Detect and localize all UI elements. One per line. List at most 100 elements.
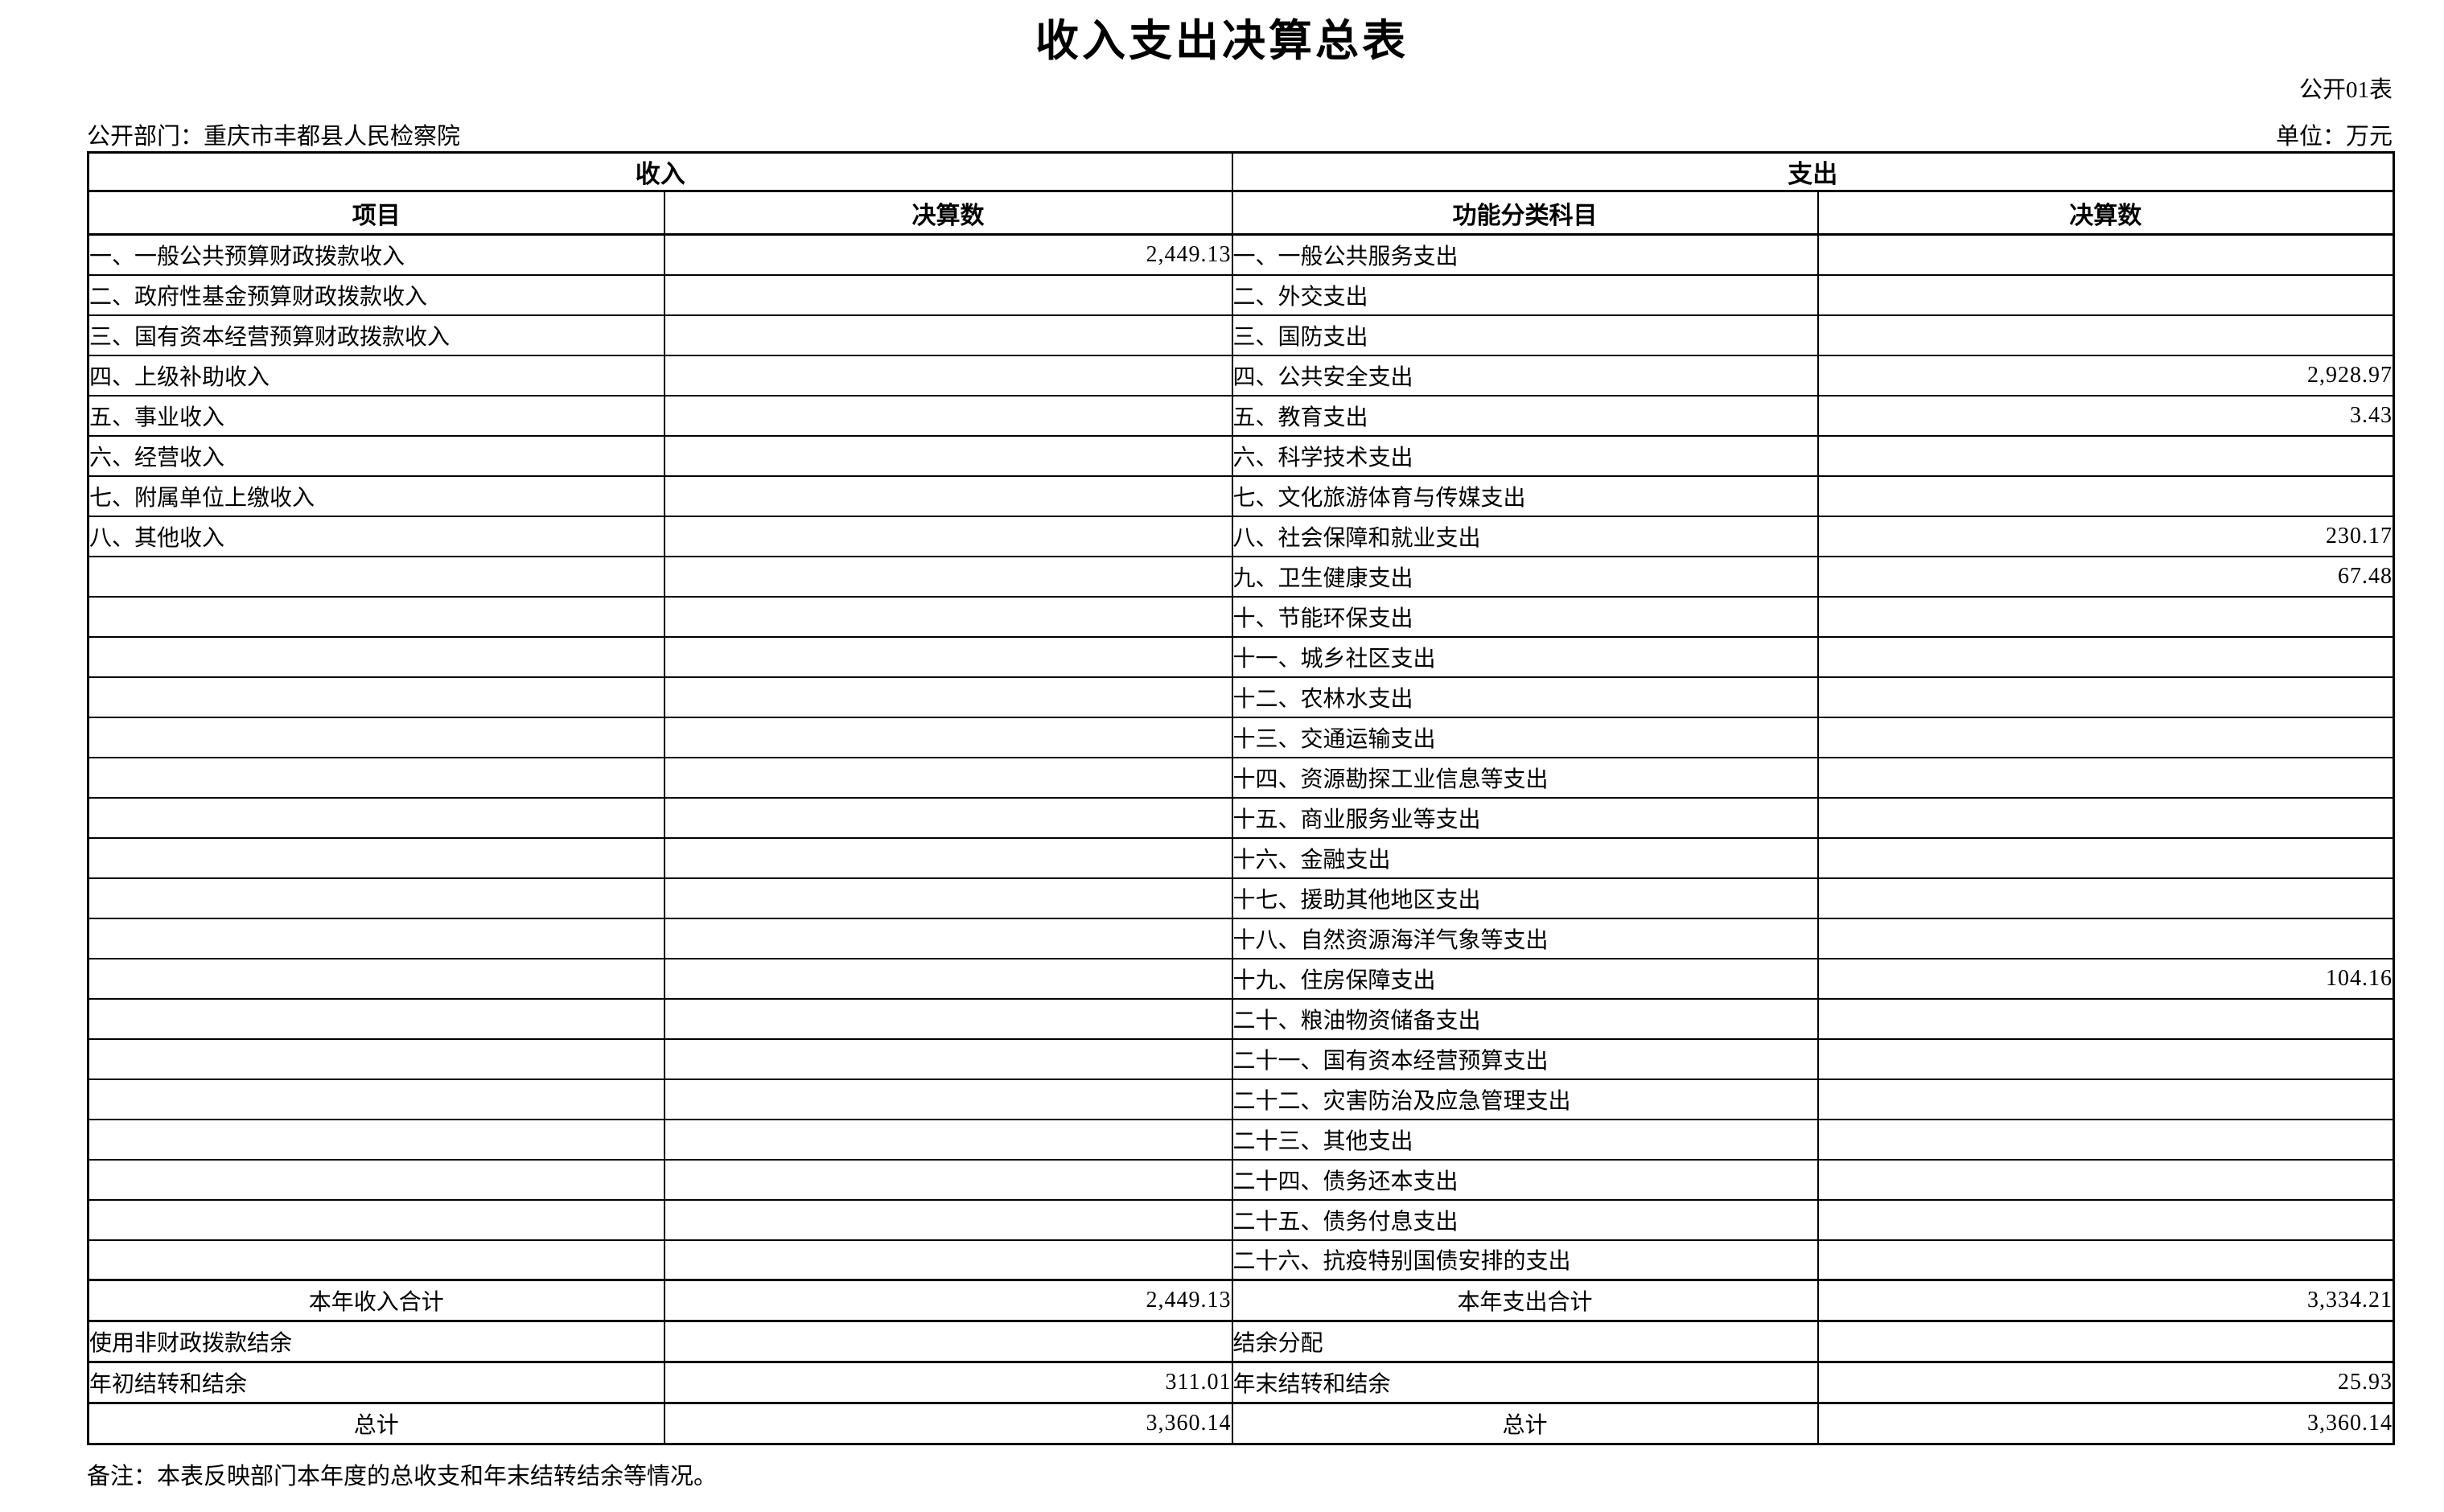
expense-item-cell: 二十一、国有资本经营预算支出 xyxy=(1231,1037,1819,1080)
section-header-row: 收入 支出 xyxy=(87,151,2395,192)
table-row: 九、卫生健康支出 67.48 xyxy=(87,555,2395,598)
expense-amount-cell: 3.43 xyxy=(1817,394,2395,437)
income-summary-label-cell: 本年收入合计 xyxy=(87,1279,665,1322)
income-amount-cell: 2,449.13 xyxy=(663,233,1233,276)
table-body: 一、一般公共预算财政拨款收入 2,449.13 一、一般公共服务支出 二、政府性基金预… xyxy=(87,233,2395,1445)
department-label: 公开部门：重庆市丰都县人民检察院 xyxy=(87,124,461,150)
expense-item-cell: 十二、农林水支出 xyxy=(1231,676,1819,718)
expense-amount-cell xyxy=(1817,1118,2395,1161)
income-item-cell xyxy=(87,595,665,638)
income-amount-cell xyxy=(663,1198,1233,1241)
expense-summary-amount-cell: 3,334.21 xyxy=(1817,1279,2395,1322)
income-summary-label-cell: 年初结转和结余 xyxy=(87,1361,665,1404)
income-summary-label-cell: 使用非财政拨款结余 xyxy=(87,1320,665,1363)
summary-row: 使用非财政拨款结余 结余分配 xyxy=(87,1320,2395,1363)
expense-item-cell: 三、国防支出 xyxy=(1231,314,1819,356)
income-item-cell: 八、其他收入 xyxy=(87,515,665,557)
expense-amount-cell xyxy=(1817,434,2395,477)
expense-amount-cell xyxy=(1817,595,2395,638)
income-amount-cell xyxy=(663,434,1233,477)
income-item-column-header: 项目 xyxy=(87,190,665,236)
expense-amount-cell xyxy=(1817,676,2395,718)
expense-amount-cell: 104.16 xyxy=(1817,957,2395,1000)
income-item-cell xyxy=(87,1078,665,1120)
income-item-cell: 五、事业收入 xyxy=(87,394,665,437)
table-row: 二十二、灾害防治及应急管理支出 xyxy=(87,1078,2395,1120)
income-item-cell: 一、一般公共预算财政拨款收入 xyxy=(87,233,665,276)
expense-amount-cell xyxy=(1817,1037,2395,1080)
table-row: 十一、城乡社区支出 xyxy=(87,635,2395,678)
expense-amount-cell xyxy=(1817,233,2395,276)
expense-amount-cell xyxy=(1817,475,2395,517)
expense-item-cell: 一、一般公共服务支出 xyxy=(1231,233,1819,276)
income-amount-cell xyxy=(663,314,1233,356)
expense-amount-cell xyxy=(1817,635,2395,678)
income-amount-cell xyxy=(663,1239,1233,1281)
income-amount-cell xyxy=(663,273,1233,316)
income-amount-cell xyxy=(663,796,1233,839)
income-section-header: 收入 xyxy=(87,151,1233,192)
table-row: 二十六、抗疫特别国债安排的支出 xyxy=(87,1239,2395,1281)
expense-amount-cell xyxy=(1817,796,2395,839)
income-item-cell xyxy=(87,635,665,678)
income-item-cell xyxy=(87,917,665,959)
table-row: 十八、自然资源海洋气象等支出 xyxy=(87,917,2395,959)
income-item-cell xyxy=(87,676,665,718)
expense-item-cell: 十九、住房保障支出 xyxy=(1231,957,1819,1000)
expense-amount-column-header: 决算数 xyxy=(1817,190,2395,236)
table-code-label: 公开01表 xyxy=(2298,77,2393,103)
column-header-row: 项目 决算数 功能分类科目 决算数 xyxy=(87,190,2395,236)
summary-row: 总计 3,360.14 总计 3,360.14 xyxy=(87,1402,2395,1445)
expense-item-cell: 二、外交支出 xyxy=(1231,273,1819,316)
expense-item-cell: 六、科学技术支出 xyxy=(1231,434,1819,477)
table-row: 十四、资源勘探工业信息等支出 xyxy=(87,756,2395,799)
expense-summary-amount-cell: 3,360.14 xyxy=(1817,1402,2395,1445)
expense-item-cell: 二十二、灾害防治及应急管理支出 xyxy=(1231,1078,1819,1120)
income-item-cell xyxy=(87,877,665,919)
income-item-cell xyxy=(87,836,665,879)
income-amount-cell xyxy=(663,1037,1233,1080)
income-item-cell xyxy=(87,796,665,839)
income-amount-column-header: 决算数 xyxy=(663,190,1233,236)
income-summary-amount-cell xyxy=(663,1320,1233,1363)
income-item-cell: 四、上级补助收入 xyxy=(87,354,665,396)
income-item-cell xyxy=(87,957,665,1000)
expense-amount-cell xyxy=(1817,917,2395,959)
expense-item-cell: 二十四、债务还本支出 xyxy=(1231,1158,1819,1201)
expense-item-cell: 十三、交通运输支出 xyxy=(1231,716,1819,758)
income-item-cell xyxy=(87,1198,665,1241)
table-row: 四、上级补助收入 四、公共安全支出 2,928.97 xyxy=(87,354,2395,396)
expense-amount-cell xyxy=(1817,756,2395,799)
unit-label: 单位：万元 xyxy=(2275,124,2393,150)
income-amount-cell xyxy=(663,676,1233,718)
expense-amount-cell xyxy=(1817,716,2395,758)
income-amount-cell xyxy=(663,716,1233,758)
expense-item-cell: 九、卫生健康支出 xyxy=(1231,555,1819,598)
income-summary-amount-cell: 311.01 xyxy=(663,1361,1233,1404)
table-row: 二十一、国有资本经营预算支出 xyxy=(87,1037,2395,1080)
table-row: 二十五、债务付息支出 xyxy=(87,1198,2395,1241)
income-amount-cell xyxy=(663,957,1233,1000)
expense-item-cell: 十四、资源勘探工业信息等支出 xyxy=(1231,756,1819,799)
expense-amount-cell xyxy=(1817,1158,2395,1201)
summary-row: 年初结转和结余 311.01 年末结转和结余 25.93 xyxy=(87,1361,2395,1404)
income-amount-cell xyxy=(663,635,1233,678)
income-amount-cell xyxy=(663,394,1233,437)
expense-item-cell: 十、节能环保支出 xyxy=(1231,595,1819,638)
table-row: 十六、金融支出 xyxy=(87,836,2395,879)
expense-summary-label-cell: 总计 xyxy=(1231,1402,1819,1445)
income-amount-cell xyxy=(663,354,1233,396)
income-amount-cell xyxy=(663,1118,1233,1161)
expense-amount-cell: 230.17 xyxy=(1817,515,2395,557)
expense-item-cell: 十六、金融支出 xyxy=(1231,836,1819,879)
expense-item-cell: 五、教育支出 xyxy=(1231,394,1819,437)
income-item-cell xyxy=(87,997,665,1040)
income-amount-cell xyxy=(663,515,1233,557)
income-item-cell xyxy=(87,1118,665,1161)
table-row: 十、节能环保支出 xyxy=(87,595,2395,638)
expense-item-cell: 十八、自然资源海洋气象等支出 xyxy=(1231,917,1819,959)
expense-item-cell: 七、文化旅游体育与传媒支出 xyxy=(1231,475,1819,517)
expense-summary-label-cell: 年末结转和结余 xyxy=(1231,1361,1819,1404)
expense-item-cell: 十五、商业服务业等支出 xyxy=(1231,796,1819,839)
